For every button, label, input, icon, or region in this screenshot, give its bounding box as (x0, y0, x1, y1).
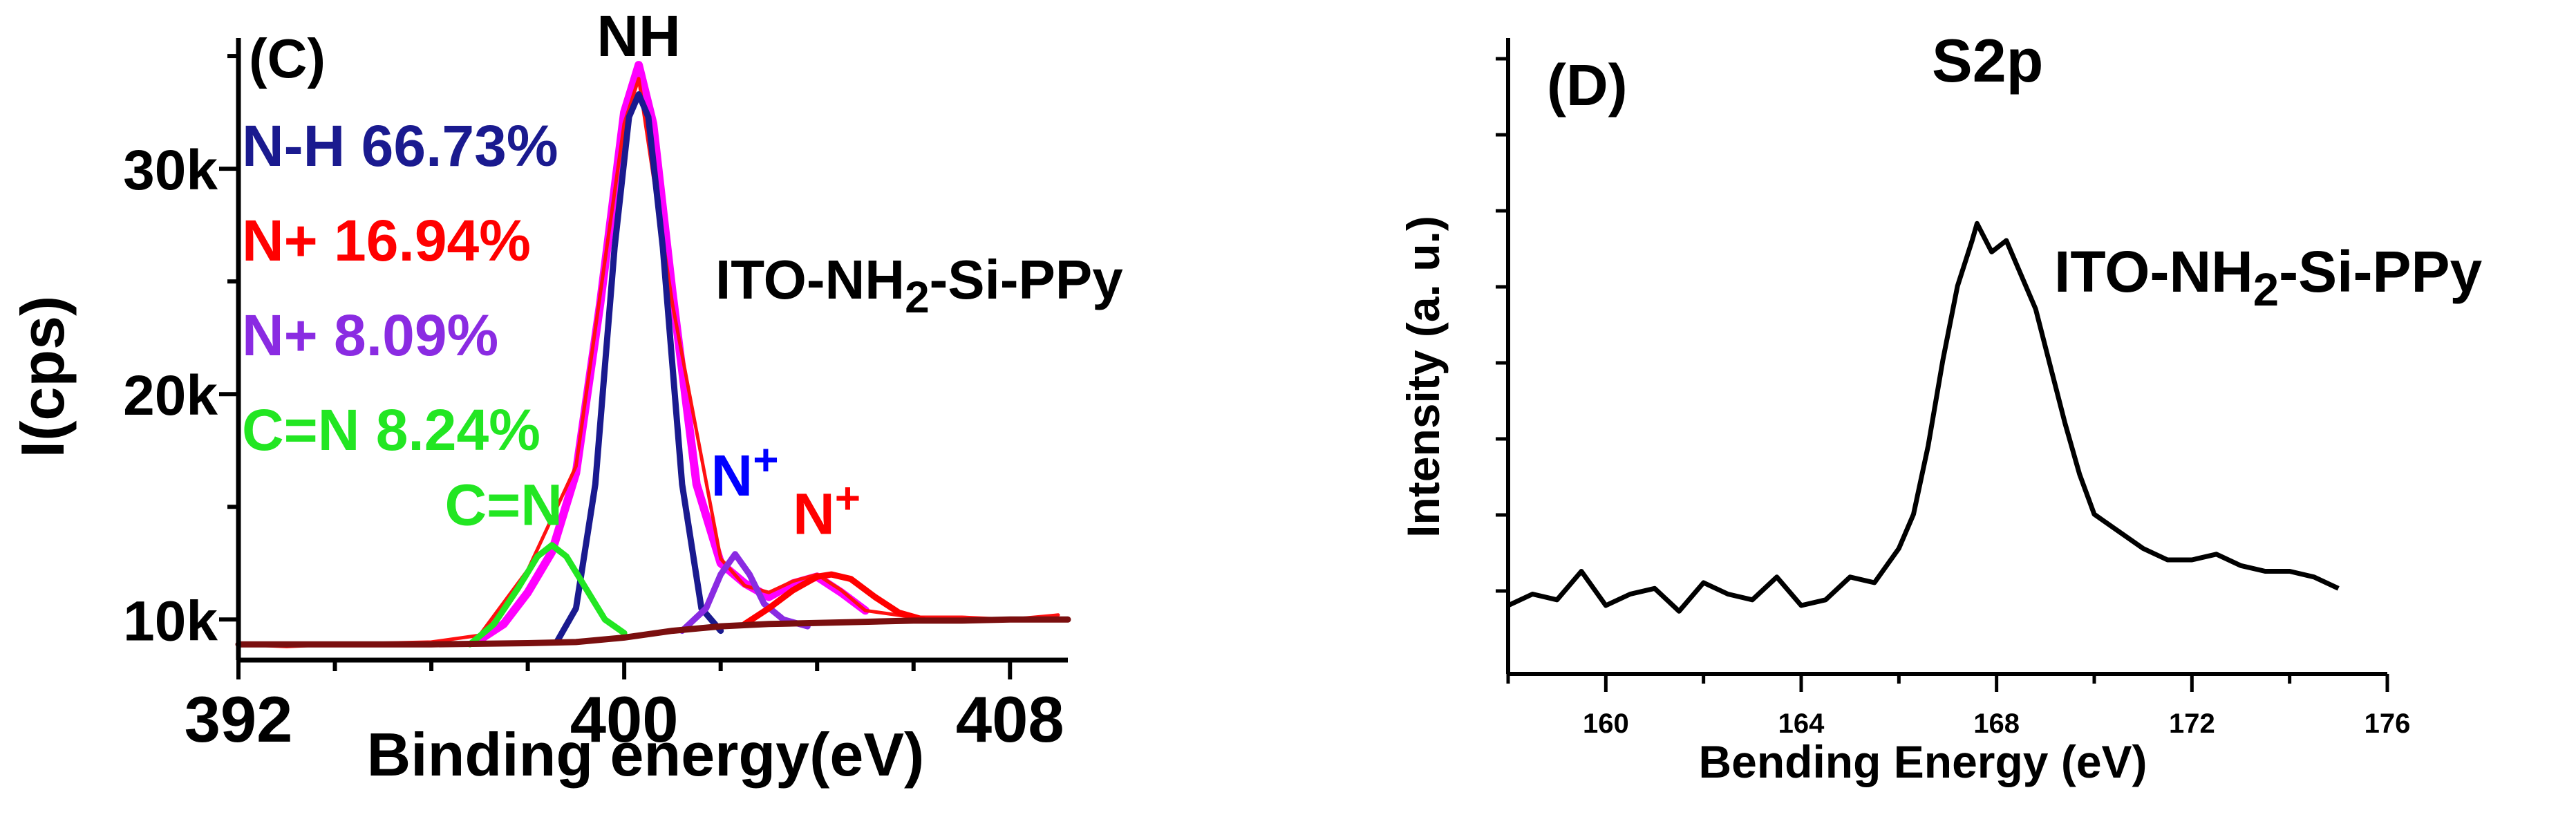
panel-d-peak-label: S2p (1932, 26, 2043, 95)
panel-c-legend-entry: N-H 66.73% (242, 113, 558, 178)
panel-c-legend: N-H 66.73% N+ 16.94% N+ 8.09% C=N 8.24% (242, 113, 558, 462)
panel-d-axes (1506, 38, 2387, 676)
panel-c-y-tick-label: 10k (123, 590, 218, 652)
panel-c-sample-label: ITO-NH2-Si-PPy (715, 249, 1123, 322)
panel-d-curves (1507, 220, 2340, 614)
panel-c-y-tick-label: 20k (123, 364, 218, 427)
panel-d-ticks: 160 164 168 172 176 (1496, 57, 2411, 739)
panel-c-x-tick-label: 392 (185, 683, 293, 755)
panel-d-chart: 160 164 168 172 176 (D) S2p ITO-NH2-Si-PPy B… (1398, 26, 2483, 787)
panel-c-peak-label: NH (596, 3, 680, 68)
panel-d-x-tick-label: 176 (2365, 708, 2411, 739)
panel-c-peak-label: N+ (711, 435, 779, 508)
panel-c-series-n-h (554, 91, 724, 646)
panel-c-y-axis-label: I(cps) (8, 296, 77, 458)
panel-c-peak-labels: NH C=N N+N+ (445, 3, 861, 546)
panel-c-series-n-purple- (679, 551, 811, 635)
panel-d-label: (D) (1547, 53, 1628, 118)
panel-d-x-tick-label: 168 (1973, 708, 2020, 739)
panel-c-ticks: 392 400 408 10k 20k 30k (123, 54, 1064, 755)
panel-d-x-tick-label: 164 (1778, 708, 1825, 739)
panel-c-series-n-red- (742, 571, 927, 628)
panel-c-peak-label: C=N (445, 472, 563, 537)
panel-c-series-envelope (475, 61, 869, 644)
panel-d-s2p-spectrum (1507, 220, 2340, 614)
panel-c-series-c-n (467, 542, 628, 648)
panel-d-x-tick-label: 172 (2169, 708, 2215, 739)
panel-d-y-axis-label: Intensity (a. u.) (1398, 216, 1449, 538)
panel-c-x-tick-label: 408 (956, 683, 1064, 755)
panel-c-label: (C) (249, 28, 326, 89)
panel-c-curves (235, 61, 1071, 648)
panel-c-peak-label: N+ (793, 473, 861, 546)
panel-c-x-axis-label: Binding energy(eV) (367, 720, 925, 789)
panel-d-x-axis-label: Bending Energy (eV) (1698, 736, 2147, 787)
panel-c-axes (236, 38, 1068, 663)
panel-c-legend-entry: N+ 16.94% (242, 208, 531, 273)
panel-c-legend-entry: N+ 8.09% (242, 303, 498, 368)
panel-d-sample-label: ITO-NH2-Si-PPy (2054, 239, 2483, 316)
panel-c-legend-entry: C=N 8.24% (242, 397, 540, 462)
panel-c-y-tick-label: 30k (123, 139, 218, 202)
panel-d-x-tick-label: 160 (1583, 708, 1629, 739)
panel-c-series-baseline (235, 616, 1071, 648)
panel-c-x-tick-label: 400 (570, 683, 679, 755)
panel-c-chart: 392 400 408 10k 20k 30k (C) N-H 66.73% N+ 16.9… (8, 3, 1123, 789)
